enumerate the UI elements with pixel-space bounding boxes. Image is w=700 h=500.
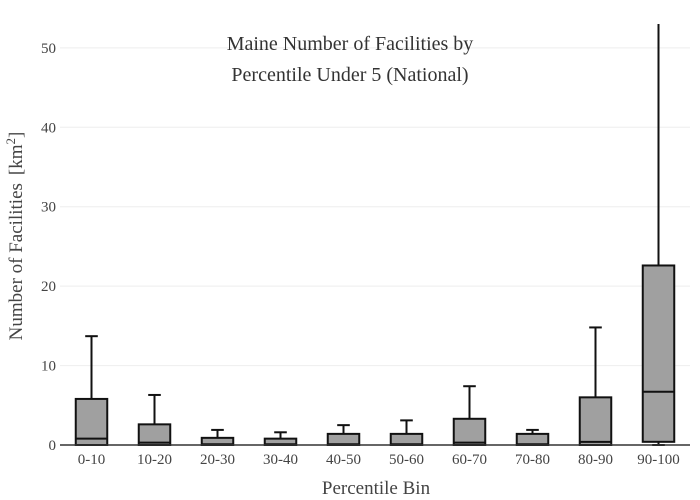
x-tick-label: 40-50: [326, 452, 361, 468]
y-axis-title: Number of Facilities [km2]: [3, 132, 27, 341]
gridlines: [60, 47, 690, 367]
y-axis-unit-close: ]: [6, 132, 27, 138]
y-axis-unit: [km: [6, 144, 27, 175]
box-0-10: [74, 335, 109, 447]
box-series: [74, 24, 676, 447]
x-tick-label: 90-100: [637, 452, 680, 468]
box-80-90: [578, 326, 613, 447]
chart-title-line-1: Maine Number of Facilities by: [227, 33, 474, 55]
box-50-60: [389, 419, 424, 446]
box-60-70: [452, 385, 487, 447]
x-tick-label: 20-30: [200, 452, 235, 468]
y-axis-ticks: 0 10 20 30 40 50: [41, 41, 56, 454]
box-20-30: [200, 428, 235, 447]
x-tick-label: 60-70: [452, 452, 487, 468]
box-30-40: [263, 431, 298, 447]
x-axis-ticks: 0-10 10-20 20-30 30-40 40-50 50-60 60-70 70-80 8…: [78, 452, 680, 468]
box-iqr: [578, 396, 613, 447]
box-40-50: [326, 424, 361, 446]
y-tick-label: 0: [49, 438, 57, 454]
y-tick-label: 40: [41, 120, 56, 136]
box-iqr: [452, 417, 487, 447]
y-axis-title-text: Number of Facilities: [6, 183, 27, 340]
y-tick-label: 20: [41, 279, 56, 295]
chart-title-line-2: Percentile Under 5 (National): [231, 64, 468, 86]
y-axis-unit-superscript: 2: [3, 138, 18, 145]
box-90-100: [641, 24, 676, 446]
box-10-20: [137, 393, 172, 446]
x-tick-label: 80-90: [578, 452, 613, 468]
x-tick-label: 70-80: [515, 452, 550, 468]
x-tick-label: 0-10: [78, 452, 106, 468]
y-tick-label: 30: [41, 200, 56, 216]
y-tick-label: 50: [41, 41, 56, 57]
x-tick-label: 10-20: [137, 452, 172, 468]
x-tick-label: 30-40: [263, 452, 298, 468]
box-70-80: [515, 428, 550, 446]
box-iqr: [641, 264, 676, 443]
y-tick-label: 10: [41, 359, 56, 375]
x-axis-title: Percentile Bin: [322, 478, 431, 499]
x-tick-label: 50-60: [389, 452, 424, 468]
